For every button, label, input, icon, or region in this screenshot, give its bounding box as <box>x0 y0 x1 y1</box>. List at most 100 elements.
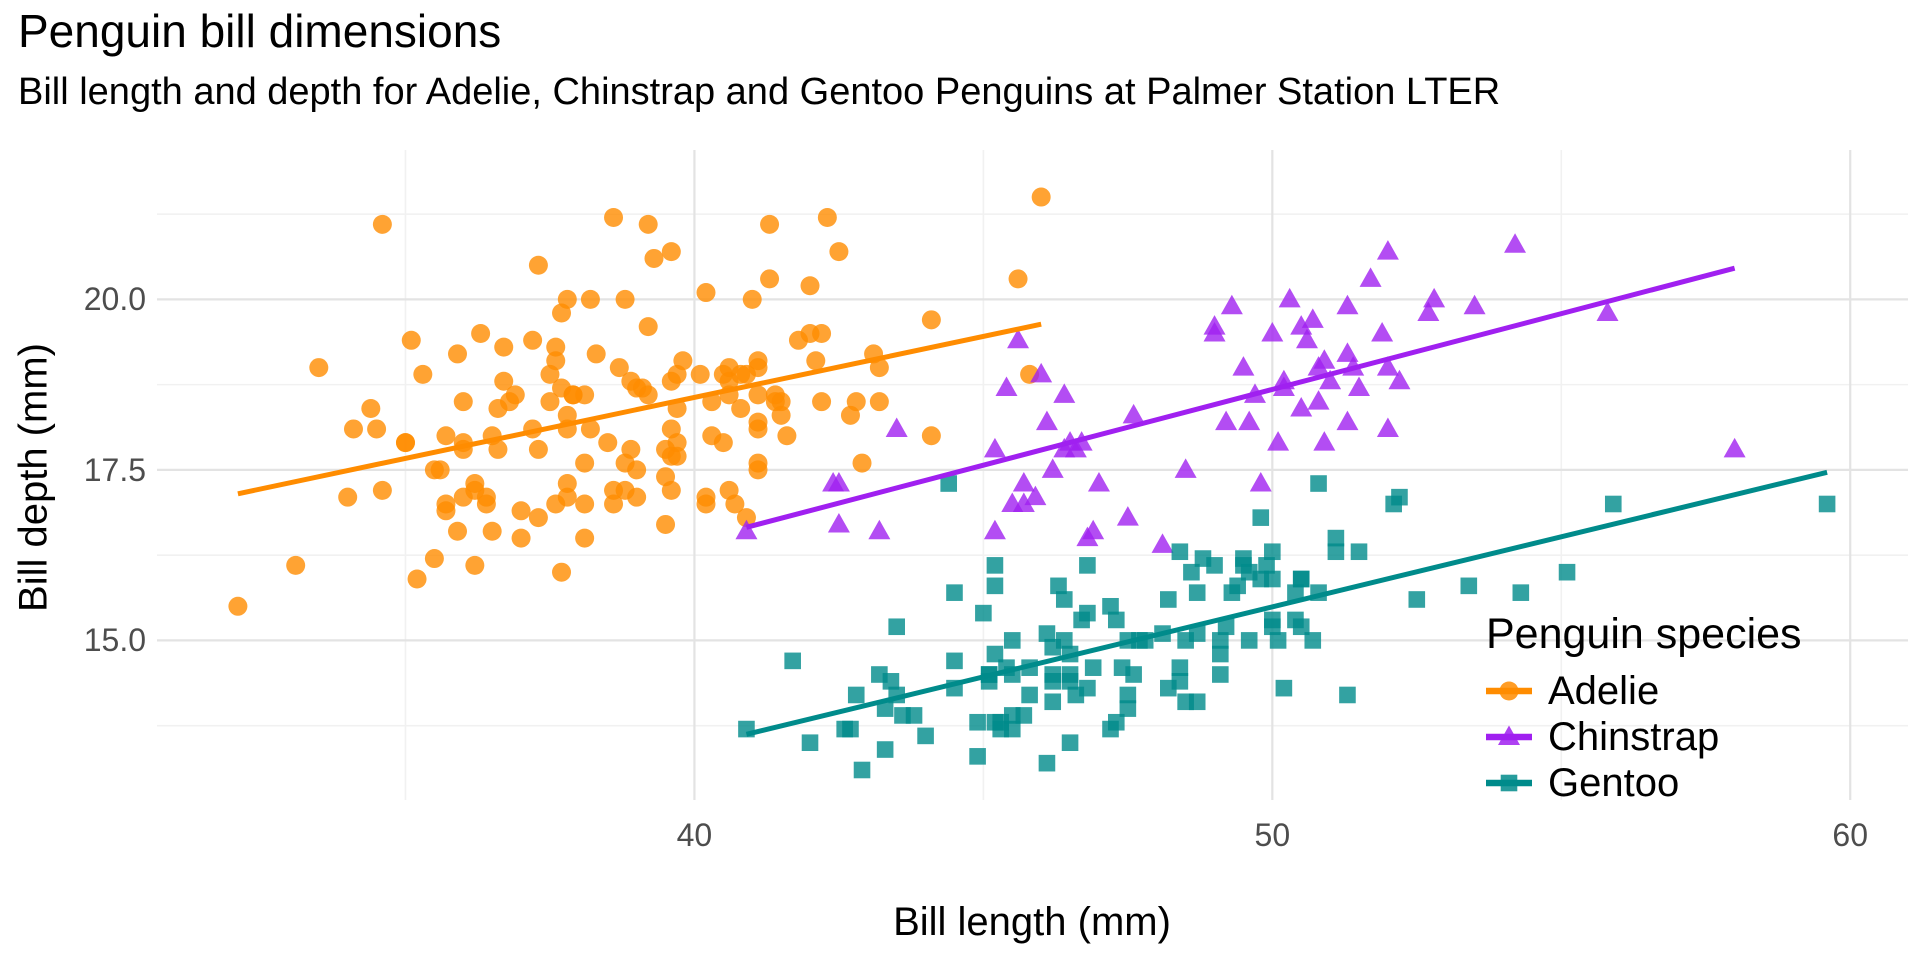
trend-line-adelie <box>237 321 1042 497</box>
data-point <box>983 519 1006 540</box>
data-point <box>1003 632 1021 649</box>
legend-item-gentoo: Gentoo <box>1486 760 1802 806</box>
data-point <box>1319 369 1342 390</box>
data-point <box>1292 618 1310 636</box>
data-point <box>847 686 865 704</box>
data-point <box>1264 543 1281 561</box>
y-axis-title: Bill depth (mm) <box>11 343 56 612</box>
legend-item-adelie: Adelie <box>1486 668 1802 714</box>
data-point <box>827 512 850 533</box>
data-point <box>713 433 733 453</box>
data-point <box>1220 294 1243 315</box>
data-point <box>436 426 456 446</box>
data-point <box>1463 294 1486 315</box>
data-point <box>1327 543 1345 561</box>
data-point <box>1024 485 1047 506</box>
data-point <box>1102 720 1119 738</box>
data-point <box>885 417 908 437</box>
data-point <box>1301 308 1324 328</box>
data-point <box>1035 410 1058 431</box>
data-point <box>488 398 508 418</box>
data-point <box>580 419 600 439</box>
data-point <box>969 713 986 731</box>
data-point <box>1212 645 1229 663</box>
data-point <box>788 330 808 350</box>
data-point <box>598 433 618 453</box>
data-point <box>1194 550 1212 567</box>
data-point <box>1044 673 1062 690</box>
data-point <box>771 392 791 412</box>
data-point <box>760 269 780 289</box>
data-point <box>1238 410 1261 431</box>
data-point <box>1183 563 1200 581</box>
data-point <box>1723 437 1746 458</box>
data-point <box>286 555 306 575</box>
data-point <box>546 494 566 514</box>
data-point <box>1264 611 1281 629</box>
data-point <box>1336 410 1359 431</box>
data-point <box>609 358 629 378</box>
data-point <box>995 376 1018 397</box>
data-point <box>494 337 514 357</box>
data-point <box>1050 577 1067 595</box>
series-points-chinstrap <box>735 233 1746 553</box>
data-point <box>1278 287 1301 308</box>
chart-subtitle: Bill length and depth for Adelie, Chinst… <box>18 71 1501 113</box>
data-point <box>575 494 595 514</box>
data-point <box>1336 294 1359 315</box>
data-point <box>557 405 577 425</box>
data-point <box>1119 700 1137 717</box>
data-point <box>1217 618 1235 636</box>
data-point <box>424 549 444 569</box>
data-point <box>552 303 572 323</box>
data-point <box>580 289 600 309</box>
data-point <box>975 604 992 622</box>
data-point <box>540 392 560 412</box>
data-point <box>876 700 894 717</box>
data-point <box>1350 543 1368 561</box>
data-point <box>1512 584 1530 601</box>
data-point <box>638 385 658 405</box>
data-point <box>1041 458 1064 478</box>
data-point <box>1498 725 1520 745</box>
trend-line-chinstrap <box>745 265 1736 530</box>
data-point <box>1061 673 1079 690</box>
data-point <box>1304 632 1322 649</box>
data-point <box>604 208 624 228</box>
data-point <box>1295 328 1318 349</box>
data-point <box>1160 591 1177 608</box>
data-point <box>1177 632 1194 649</box>
data-point <box>812 392 832 412</box>
data-point <box>1113 659 1131 676</box>
data-point <box>661 480 681 500</box>
data-point <box>1371 321 1394 342</box>
data-point <box>1235 557 1252 574</box>
data-point <box>1055 632 1073 649</box>
data-point <box>905 707 923 724</box>
x-tick-label: 40 <box>676 817 713 853</box>
data-point <box>1267 431 1290 451</box>
data-point <box>361 398 381 418</box>
data-point <box>563 385 583 405</box>
data-point <box>725 494 745 514</box>
data-point <box>777 426 797 446</box>
data-point <box>806 351 826 371</box>
data-point <box>946 584 963 601</box>
data-point <box>372 480 392 500</box>
data-point <box>1388 369 1411 390</box>
data-point <box>1287 584 1304 601</box>
data-point <box>1391 488 1408 506</box>
data-point <box>760 214 780 234</box>
data-point <box>1417 301 1440 322</box>
data-point <box>1021 686 1038 704</box>
data-point <box>1460 577 1478 595</box>
series-points-adelie <box>228 187 1051 616</box>
data-point <box>748 385 768 405</box>
data-point <box>1107 611 1125 629</box>
data-point <box>1076 526 1099 547</box>
data-point <box>1007 328 1030 349</box>
data-point <box>1171 543 1189 561</box>
data-point <box>1008 269 1028 289</box>
data-point <box>615 453 635 473</box>
